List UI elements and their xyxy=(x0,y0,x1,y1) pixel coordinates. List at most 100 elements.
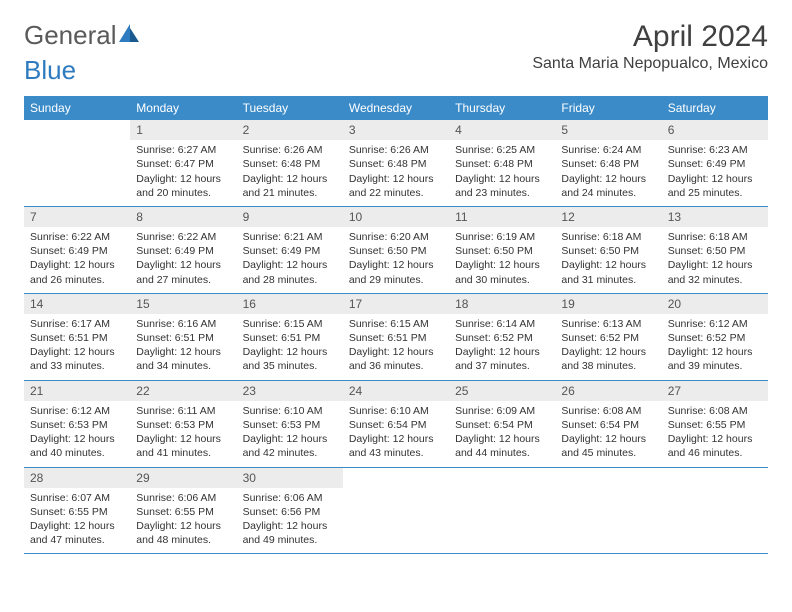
day-number: 25 xyxy=(449,381,555,401)
day-content: Sunrise: 6:06 AMSunset: 6:55 PMDaylight:… xyxy=(130,488,236,554)
day-number: 9 xyxy=(237,207,343,227)
day-line: Sunrise: 6:26 AM xyxy=(349,143,443,157)
day-line: and 45 minutes. xyxy=(561,446,655,460)
weeks-container: 1Sunrise: 6:27 AMSunset: 6:47 PMDaylight… xyxy=(24,120,768,554)
day-line: Sunrise: 6:26 AM xyxy=(243,143,337,157)
day-line: Sunrise: 6:12 AM xyxy=(668,317,762,331)
day-content: Sunrise: 6:11 AMSunset: 6:53 PMDaylight:… xyxy=(130,401,236,467)
day-line: Sunset: 6:51 PM xyxy=(30,331,124,345)
day-line: Sunrise: 6:27 AM xyxy=(136,143,230,157)
day-number: 23 xyxy=(237,381,343,401)
day-number: 24 xyxy=(343,381,449,401)
day-line: and 42 minutes. xyxy=(243,446,337,460)
day-line: and 35 minutes. xyxy=(243,359,337,373)
day-content: Sunrise: 6:20 AMSunset: 6:50 PMDaylight:… xyxy=(343,227,449,293)
day-line: Sunset: 6:52 PM xyxy=(455,331,549,345)
day-line: and 43 minutes. xyxy=(349,446,443,460)
day-line: Daylight: 12 hours xyxy=(455,432,549,446)
day-line: Daylight: 12 hours xyxy=(668,345,762,359)
day-line: Sunrise: 6:23 AM xyxy=(668,143,762,157)
weekday-sat: Saturday xyxy=(662,96,768,120)
day-content: Sunrise: 6:19 AMSunset: 6:50 PMDaylight:… xyxy=(449,227,555,293)
day-number xyxy=(449,468,555,488)
day-line: Daylight: 12 hours xyxy=(349,432,443,446)
day-line: Sunset: 6:55 PM xyxy=(136,505,230,519)
day-number: 27 xyxy=(662,381,768,401)
day-line: and 34 minutes. xyxy=(136,359,230,373)
day-number: 21 xyxy=(24,381,130,401)
day-cell: 29Sunrise: 6:06 AMSunset: 6:55 PMDayligh… xyxy=(130,468,236,554)
day-number: 12 xyxy=(555,207,661,227)
day-line: Sunset: 6:51 PM xyxy=(136,331,230,345)
day-line: Sunrise: 6:06 AM xyxy=(136,491,230,505)
week-row: 14Sunrise: 6:17 AMSunset: 6:51 PMDayligh… xyxy=(24,294,768,381)
day-cell: 17Sunrise: 6:15 AMSunset: 6:51 PMDayligh… xyxy=(343,294,449,380)
day-line: Sunset: 6:48 PM xyxy=(455,157,549,171)
day-number xyxy=(662,468,768,488)
day-line: Sunset: 6:49 PM xyxy=(243,244,337,258)
week-row: 1Sunrise: 6:27 AMSunset: 6:47 PMDaylight… xyxy=(24,120,768,207)
day-content: Sunrise: 6:10 AMSunset: 6:54 PMDaylight:… xyxy=(343,401,449,467)
day-number xyxy=(343,468,449,488)
day-content: Sunrise: 6:22 AMSunset: 6:49 PMDaylight:… xyxy=(130,227,236,293)
day-line: and 37 minutes. xyxy=(455,359,549,373)
day-cell: 16Sunrise: 6:15 AMSunset: 6:51 PMDayligh… xyxy=(237,294,343,380)
day-line: and 49 minutes. xyxy=(243,533,337,547)
week-row: 28Sunrise: 6:07 AMSunset: 6:55 PMDayligh… xyxy=(24,468,768,555)
day-number: 6 xyxy=(662,120,768,140)
day-line: and 41 minutes. xyxy=(136,446,230,460)
day-line: Sunrise: 6:08 AM xyxy=(561,404,655,418)
day-cell: 7Sunrise: 6:22 AMSunset: 6:49 PMDaylight… xyxy=(24,207,130,293)
logo: General xyxy=(24,20,141,51)
day-line: and 20 minutes. xyxy=(136,186,230,200)
day-number: 30 xyxy=(237,468,343,488)
day-cell: 27 Sunrise: 6:08 AMSunset: 6:55 PMDayligh… xyxy=(662,381,768,467)
weekday-tue: Tuesday xyxy=(237,96,343,120)
day-number: 7 xyxy=(24,207,130,227)
day-line: Sunset: 6:55 PM xyxy=(668,418,762,432)
day-content xyxy=(555,488,661,497)
day-line: Daylight: 12 hours xyxy=(30,345,124,359)
day-line: Sunrise: 6:08 AM xyxy=(668,404,762,418)
day-line: Daylight: 12 hours xyxy=(668,172,762,186)
day-line: Sunrise: 6:16 AM xyxy=(136,317,230,331)
day-content: Sunrise: 6:26 AMSunset: 6:48 PMDaylight:… xyxy=(343,140,449,206)
day-line: Sunrise: 6:14 AM xyxy=(455,317,549,331)
day-content: Sunrise: 6:17 AMSunset: 6:51 PMDaylight:… xyxy=(24,314,130,380)
day-content: Sunrise: 6:21 AMSunset: 6:49 PMDaylight:… xyxy=(237,227,343,293)
day-line: Sunset: 6:48 PM xyxy=(561,157,655,171)
day-line: Sunset: 6:49 PM xyxy=(668,157,762,171)
day-line: Sunrise: 6:18 AM xyxy=(561,230,655,244)
day-number: 2 xyxy=(237,120,343,140)
day-line: Daylight: 12 hours xyxy=(136,258,230,272)
day-cell xyxy=(343,468,449,554)
day-number: 1 xyxy=(130,120,236,140)
day-line: Sunset: 6:53 PM xyxy=(136,418,230,432)
day-line: Daylight: 12 hours xyxy=(668,432,762,446)
title-block: April 2024 Santa Maria Nepopualco, Mexic… xyxy=(532,20,768,73)
day-cell: 15Sunrise: 6:16 AMSunset: 6:51 PMDayligh… xyxy=(130,294,236,380)
day-line: Sunset: 6:52 PM xyxy=(668,331,762,345)
day-cell: 13Sunrise: 6:18 AMSunset: 6:50 PMDayligh… xyxy=(662,207,768,293)
day-line: Sunrise: 6:10 AM xyxy=(349,404,443,418)
day-line: Sunset: 6:56 PM xyxy=(243,505,337,519)
day-line: Sunrise: 6:22 AM xyxy=(136,230,230,244)
day-line: Daylight: 12 hours xyxy=(668,258,762,272)
day-content xyxy=(343,488,449,497)
day-number: 3 xyxy=(343,120,449,140)
day-content xyxy=(662,488,768,497)
day-line: and 23 minutes. xyxy=(455,186,549,200)
day-line: Sunset: 6:49 PM xyxy=(136,244,230,258)
day-line: and 48 minutes. xyxy=(136,533,230,547)
day-number: 5 xyxy=(555,120,661,140)
day-line: Sunset: 6:52 PM xyxy=(561,331,655,345)
day-line: Sunrise: 6:10 AM xyxy=(243,404,337,418)
day-line: Sunrise: 6:19 AM xyxy=(455,230,549,244)
day-line: Sunset: 6:50 PM xyxy=(668,244,762,258)
week-row: 7Sunrise: 6:22 AMSunset: 6:49 PMDaylight… xyxy=(24,207,768,294)
day-content: Sunrise: 6:15 AMSunset: 6:51 PMDaylight:… xyxy=(343,314,449,380)
day-line: Daylight: 12 hours xyxy=(243,345,337,359)
day-number: 26 xyxy=(555,381,661,401)
day-line: Daylight: 12 hours xyxy=(561,258,655,272)
location: Santa Maria Nepopualco, Mexico xyxy=(532,55,768,73)
